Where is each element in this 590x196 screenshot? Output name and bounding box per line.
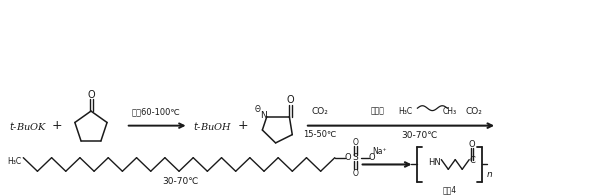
Text: 石腊油: 石腊油	[371, 107, 385, 116]
Text: 30-70℃: 30-70℃	[401, 131, 438, 140]
Text: $t$-BuOK: $t$-BuOK	[9, 120, 48, 132]
Text: $t$-BuOH: $t$-BuOH	[194, 120, 232, 132]
Text: 尼龙4: 尼龙4	[442, 185, 457, 194]
Text: n: n	[487, 170, 493, 179]
Text: +: +	[238, 119, 248, 132]
Text: H₃C: H₃C	[7, 157, 21, 166]
Text: O: O	[352, 169, 358, 178]
Text: Na⁺: Na⁺	[372, 147, 387, 156]
Text: H₃C: H₃C	[398, 107, 412, 116]
Text: O: O	[469, 140, 476, 149]
Text: CO₂: CO₂	[312, 107, 328, 116]
Text: O: O	[287, 95, 294, 105]
Text: O: O	[345, 153, 351, 162]
Text: N: N	[260, 111, 267, 120]
Text: Θ: Θ	[255, 105, 261, 114]
Text: 真窒60-100℃: 真窒60-100℃	[132, 108, 180, 117]
Text: O: O	[88, 90, 95, 100]
Text: HN: HN	[428, 158, 441, 167]
Text: S: S	[353, 153, 359, 162]
Text: O: O	[368, 153, 375, 162]
Text: CO₂: CO₂	[466, 107, 483, 116]
Text: +: +	[52, 119, 63, 132]
Text: C: C	[469, 156, 475, 165]
Text: CH₃: CH₃	[442, 107, 456, 116]
Text: O: O	[352, 138, 358, 147]
Text: 30-70℃: 30-70℃	[162, 177, 199, 186]
Text: 15-50℃: 15-50℃	[303, 130, 336, 139]
